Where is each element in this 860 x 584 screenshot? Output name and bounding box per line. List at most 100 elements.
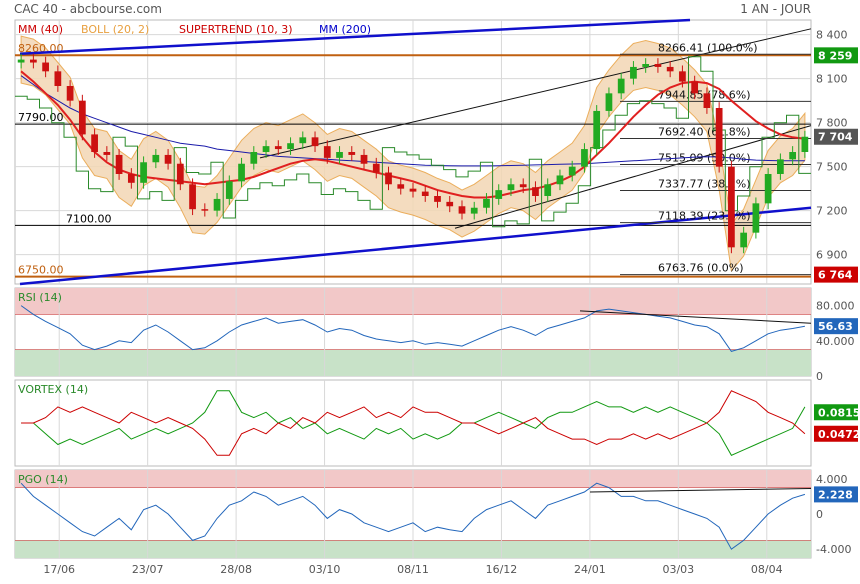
main-y-tick: 7 200 [816,205,848,218]
fibo-label: 7692.40 (61.8%) [658,125,751,138]
price-badge-bg [814,47,858,64]
price-badge: 7 704 [818,131,853,144]
candle-body [238,163,245,182]
ma200-line [20,75,805,167]
candle-body [323,146,331,158]
channel-lower [454,125,812,229]
candle-body [789,152,796,160]
main-y-tick: 6 900 [816,249,848,262]
candle-body [17,59,25,63]
vortex-panel-series-line [21,390,806,456]
candle-body [434,196,441,202]
candle-body [30,59,37,63]
price-badge: 6 764 [818,269,853,282]
supertrend-line [15,56,811,228]
candle-body [519,184,527,188]
ma40-line [20,70,806,199]
chart-header-title: CAC 40 - abcbourse.com [14,2,162,16]
price-badge-bg [814,266,858,283]
candle-body [348,152,356,155]
vortex-panel-value-badge: 0.0472 [818,428,860,441]
pgo-panel-series-line [20,482,806,550]
candle-body [115,154,123,174]
candle-body [127,174,135,183]
legend-entry: SUPERTREND (10, 3) [179,23,293,36]
chart-header-period: 1 AN - JOUR [740,2,811,16]
vortex-panel-title: VORTEX (14) [18,383,88,396]
channel-upper [259,28,812,159]
candle-body [728,166,735,248]
candle-body [617,78,625,94]
price-badge-bg [814,128,858,145]
candle-body [225,181,233,199]
vortex-panel-value-badge-bg [814,425,858,442]
fibo-label: 7515.09 (50.0%) [658,151,751,164]
rsi-panel-y-tick: 80.000 [816,300,855,313]
candle-body [715,108,723,167]
candle-body [703,93,711,108]
candle-body [581,149,588,167]
x-axis-tick: 08/04 [751,563,783,576]
candle-body [274,146,282,150]
rsi-panel-value-badge: 56.63 [818,320,853,333]
x-axis-tick: 08/11 [397,563,429,576]
candle-body [740,232,748,248]
candle-body [470,207,478,214]
candle-body [605,93,613,111]
fibo-label: 7337.77 (38.2%) [658,177,751,190]
pgo-trendline [589,487,812,493]
candle-body [336,152,343,158]
x-axis-tick: 16/12 [486,563,518,576]
x-axis-tick: 03/10 [309,563,341,576]
fibo-label: 8266.41 (100.0%) [658,41,758,54]
legend-entry: MM (40) [18,23,63,36]
candle-body [507,184,515,191]
vortex-panel-value-badge: 0.0815 [818,406,860,419]
candle-body [176,163,184,185]
candle-body [764,174,772,204]
candle-body [532,187,539,196]
candle-body [213,198,221,211]
candle-body [189,184,196,210]
candle-body [299,137,307,144]
trendline-support [19,206,812,286]
candle-body [654,64,662,67]
candle-body [556,175,564,185]
candle-body [78,100,86,135]
rsi-trendline [579,310,812,324]
candle-body [691,81,699,94]
x-axis-tick: 24/01 [574,563,606,576]
candle-body [544,184,552,196]
legend-entry: MM (200) [319,23,371,36]
candle-body [287,143,294,150]
rsi-panel-series-line [20,305,805,352]
candle-body [642,64,650,67]
pgo-panel-y-tick: -4.000 [816,543,851,556]
candle-body [568,166,576,176]
x-axis-tick: 28/08 [220,563,252,576]
fibo-label: 7118.39 (23.6%) [658,210,751,223]
candle-body [679,71,686,82]
candle-body [630,66,637,79]
main-y-tick: 8 100 [816,73,848,86]
pgo-panel-value-badge: 2.228 [818,488,853,501]
x-axis-tick: 17/06 [43,563,75,576]
trendline-resistance [19,18,691,55]
candle-body [593,110,601,150]
candle-body [495,190,503,199]
rsi-panel-title: RSI (14) [18,291,62,304]
main-y-tick: 7 500 [816,161,848,174]
rsi-panel-y-tick: 40.000 [816,335,855,348]
price-badge: 8 259 [818,49,852,62]
candle-body [140,162,147,183]
candle-body [397,184,405,189]
level-label: 7100.00 [66,212,112,225]
candle-body [360,154,368,164]
candle-body [152,154,160,163]
candle-body [91,134,98,152]
candle-body [483,198,490,208]
candle-body [103,152,111,155]
candle-body [372,163,380,173]
